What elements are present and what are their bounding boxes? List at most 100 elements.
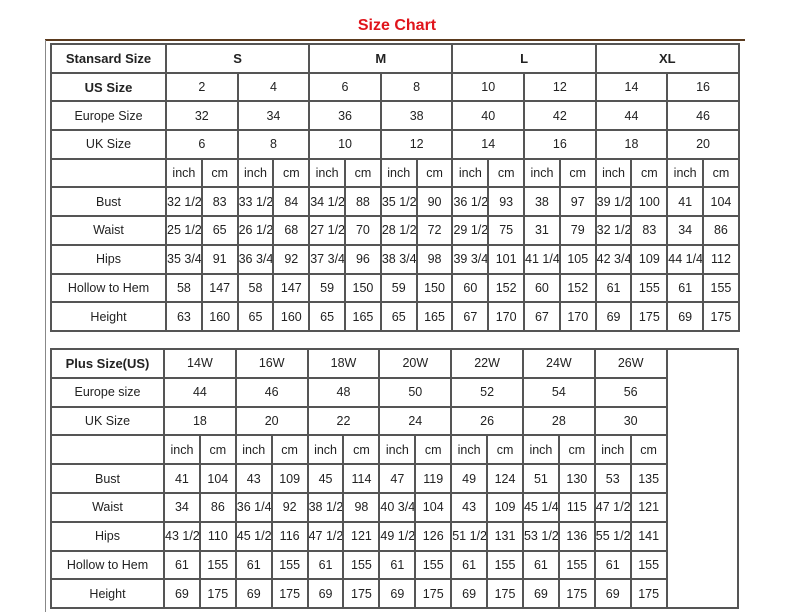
- table-cell: 121: [342, 520, 381, 552]
- unit-header: inch: [163, 434, 201, 466]
- table-cell: 38: [379, 100, 454, 132]
- table-cell: 47: [378, 463, 417, 494]
- table-cell: 12: [523, 71, 597, 103]
- table-cell: 41 1/4: [523, 243, 561, 275]
- table-cell: 175: [629, 578, 668, 610]
- table-row: US Size 2 4 6 8 10 12 14 16: [50, 71, 740, 103]
- table-cell: 45: [306, 463, 345, 494]
- divider: [45, 39, 745, 41]
- table-cell: 55 1/2: [593, 520, 632, 552]
- empty-cell: [665, 347, 739, 610]
- table-cell: 31: [523, 215, 561, 246]
- row-label: Europe Size: [50, 100, 167, 132]
- table-cell: 86: [702, 215, 740, 246]
- size-group-header: XL: [594, 43, 740, 74]
- table-cell: 35 1/2: [379, 186, 418, 218]
- table-cell: 69: [306, 578, 345, 610]
- size-header: 14W: [163, 348, 237, 379]
- row-label: UK Size: [50, 405, 165, 437]
- table-cell: 36 1/4: [234, 491, 273, 523]
- unit-header: cm: [414, 434, 453, 466]
- unit-header: cm: [487, 157, 526, 189]
- table-row: Hips 43 1/2 110 45 1/2 116 47 1/2 121 49 1/2 126…: [50, 520, 738, 552]
- table-cell: 165: [344, 301, 382, 332]
- table-cell: 175: [630, 301, 669, 332]
- table-cell: 110: [198, 520, 237, 552]
- table-cell: 155: [702, 272, 740, 304]
- table-cell: 49 1/2: [378, 520, 417, 552]
- table-cell: 109: [270, 463, 309, 494]
- table-cell: 112: [702, 243, 740, 275]
- table-cell: 65: [379, 301, 418, 332]
- size-header: 26W: [593, 348, 668, 379]
- table-cell: 20: [666, 129, 740, 160]
- table-cell: 104: [414, 491, 453, 523]
- unit-header: inch: [593, 434, 632, 466]
- table-cell: 65: [236, 301, 275, 332]
- table-cell: 147: [200, 272, 239, 304]
- table-cell: 69: [594, 301, 633, 332]
- table-row: UK Size 18 20 22 24 26 28 30: [50, 405, 738, 437]
- unit-header: inch: [234, 434, 273, 466]
- table-cell: 16: [523, 129, 597, 160]
- table-cell: 114: [342, 463, 381, 494]
- table-cell: 130: [557, 463, 596, 494]
- table-cell: 39 1/2: [594, 186, 633, 218]
- size-group-header: M: [308, 43, 454, 74]
- unit-header: inch: [521, 434, 560, 466]
- table-cell: 42: [523, 100, 597, 132]
- table-cell: 90: [415, 186, 454, 218]
- table-cell: 44 1/4: [666, 243, 705, 275]
- table-cell: 4: [236, 71, 311, 103]
- row-label: Europe size: [50, 376, 165, 408]
- table-cell: 32 1/2: [594, 215, 633, 246]
- standard-size-table: Stansard Size S M L XL US Size 2 4 6 8 10 12 14 16 Eur…: [50, 43, 740, 332]
- table-cell: 36 3/4: [236, 243, 275, 275]
- unit-header: cm: [342, 434, 381, 466]
- table-cell: 24: [378, 405, 453, 437]
- table-cell: 58: [236, 272, 275, 304]
- table-cell: 44: [163, 376, 237, 408]
- table-cell: 83: [630, 215, 669, 246]
- unit-header: inch: [236, 157, 275, 189]
- table-cell: 49: [450, 463, 489, 494]
- size-header: 24W: [521, 348, 596, 379]
- table-cell: 100: [630, 186, 669, 218]
- table-cell: 63: [165, 301, 203, 332]
- size-header: 22W: [450, 348, 524, 379]
- unit-header: inch: [594, 157, 633, 189]
- row-label: Hips: [50, 520, 165, 552]
- table-cell: 141: [629, 520, 668, 552]
- table-cell: 61: [450, 549, 489, 581]
- table-cell: 59: [308, 272, 347, 304]
- table-cell: 36 1/2: [451, 186, 490, 218]
- table-cell: 47 1/2: [306, 520, 345, 552]
- unit-header: cm: [344, 157, 382, 189]
- table-cell: 6: [165, 129, 239, 160]
- table-cell: 101: [487, 243, 526, 275]
- row-label: Height: [50, 301, 167, 332]
- table-cell: 34: [163, 491, 201, 523]
- unit-row: inch cm inch cm inch cm inch cm inch cm inch cm inch…: [50, 434, 738, 466]
- table-cell: 53: [593, 463, 632, 494]
- table-cell: 115: [557, 491, 596, 523]
- table-cell: 109: [486, 491, 524, 523]
- table-cell: 155: [414, 549, 453, 581]
- table-cell: 69: [666, 301, 705, 332]
- table-cell: 42 3/4: [594, 243, 633, 275]
- table-cell: 165: [415, 301, 454, 332]
- table-cell: 34 1/2: [308, 186, 347, 218]
- table-cell: 150: [415, 272, 454, 304]
- table-cell: 26 1/2: [236, 215, 275, 246]
- table-cell: 52: [450, 376, 524, 408]
- unit-header: cm: [557, 434, 596, 466]
- row-label: Hollow to Hem: [50, 549, 165, 581]
- table-cell: 45 1/4: [521, 491, 560, 523]
- table-cell: 69: [521, 578, 560, 610]
- table-row: Height 63 160 65 160 65 165 65 165 67 170 67 170 69 17…: [50, 301, 740, 332]
- table-cell: 6: [308, 71, 382, 103]
- table-cell: 93: [487, 186, 526, 218]
- table-cell: 175: [198, 578, 237, 610]
- table-cell: 175: [342, 578, 381, 610]
- table-cell: 54: [521, 376, 596, 408]
